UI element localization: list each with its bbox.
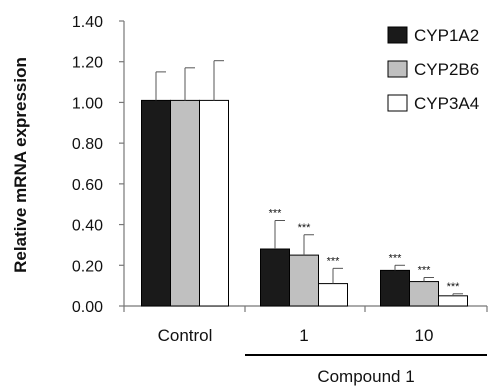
x-category-label: 1 <box>299 326 308 345</box>
y-tick-label: 1.20 <box>72 55 103 72</box>
bar-cyp3a4-2 <box>438 295 468 307</box>
significance-label: *** <box>327 255 341 267</box>
y-tick-label: 0.80 <box>72 136 103 153</box>
x-category-label: 10 <box>415 326 434 345</box>
legend-swatch-cyp2b6 <box>387 60 408 78</box>
y-tick-label: 0.20 <box>72 258 103 275</box>
significance-label: *** <box>269 208 283 220</box>
y-tick-label: 1.00 <box>72 95 103 112</box>
y-axis-title: Relative mRNA expression <box>11 57 30 273</box>
y-tick-label: 0.00 <box>72 299 103 316</box>
legend-label-cyp2b6: CYP2B6 <box>414 60 479 79</box>
y-tick-label: 0.60 <box>72 177 103 194</box>
legend-swatch-cyp3a4 <box>387 94 408 112</box>
significance-label: *** <box>418 265 432 277</box>
significance-label: *** <box>298 222 312 234</box>
legend-swatch-cyp1a2 <box>387 26 408 44</box>
y-tick-label: 1.40 <box>72 14 103 31</box>
bar-cyp2b6-2 <box>409 281 439 307</box>
significance-label: *** <box>447 281 461 293</box>
bar-cyp1a2-2 <box>380 269 410 307</box>
bar-cyp2b6-1 <box>289 254 319 307</box>
bar-cyp3a4-0 <box>199 99 229 307</box>
legend-label-cyp1a2: CYP1A2 <box>414 26 479 45</box>
significance-label: *** <box>389 252 403 264</box>
y-tick-label: 0.40 <box>72 218 103 235</box>
bar-cyp1a2-1 <box>260 248 290 307</box>
bar-cyp2b6-0 <box>170 99 200 307</box>
x-category-label: Control <box>158 326 213 345</box>
group-label: Compound 1 <box>317 367 414 386</box>
bar-cyp1a2-0 <box>141 99 171 307</box>
bar-cyp3a4-1 <box>318 283 348 307</box>
legend-label-cyp3a4: CYP3A4 <box>414 94 479 113</box>
